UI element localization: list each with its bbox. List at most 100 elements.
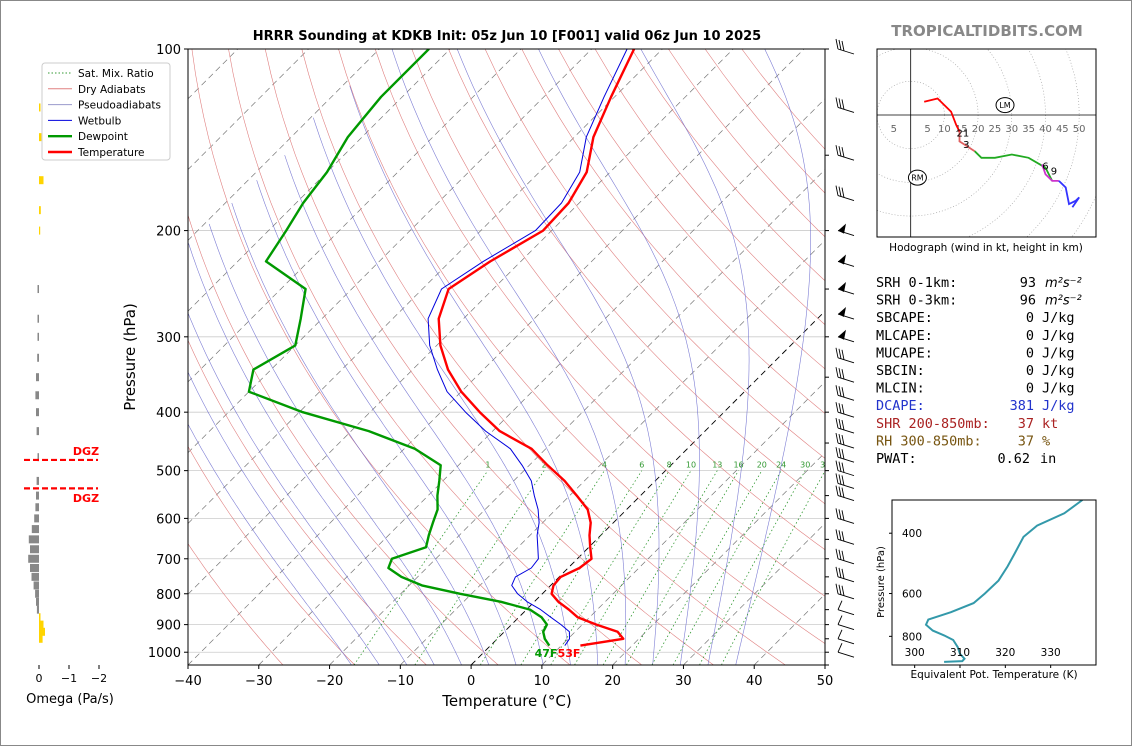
legend-label: Dewpoint	[78, 131, 128, 143]
stat-label: SHR 200-850mb:	[876, 416, 990, 432]
omega-x-tick-label: 0	[36, 672, 43, 685]
x-tick-label: 30	[675, 674, 692, 689]
storm-motion-label: LM	[999, 101, 1010, 110]
x-tick-label: −20	[316, 674, 343, 689]
wind-barb	[836, 97, 854, 112]
hodograph-tick-label: 20	[972, 124, 985, 135]
wind-barb	[836, 367, 854, 382]
omega-bar	[37, 354, 39, 362]
mixing-ratio-label: 16	[733, 461, 743, 470]
stat-unit: m²s⁻²	[1045, 294, 1082, 309]
omega-bar	[37, 427, 39, 435]
x-tick-label: −30	[245, 674, 272, 689]
omega-x-tick-label: −2	[91, 672, 107, 685]
hodograph-height-label: 21	[957, 128, 970, 139]
stat-value: 0	[1026, 363, 1034, 379]
omega-bar	[35, 503, 39, 511]
theta-e-x-tick-label: 330	[1041, 647, 1061, 659]
dry-adiabat-line	[265, 49, 713, 665]
stat-unit: J/kg	[1042, 310, 1075, 326]
stat-unit: %	[1042, 433, 1050, 449]
x-tick-label: 0	[467, 674, 475, 689]
omega-bar	[39, 621, 44, 629]
legend-label: Wetbulb	[78, 115, 122, 127]
wind-barb	[838, 630, 854, 644]
stat-value: 37	[1018, 433, 1034, 449]
omega-bar	[37, 477, 39, 485]
theta-e-x-tick-label: 300	[905, 647, 925, 659]
legend-label: Sat. Mix. Ratio	[78, 68, 154, 80]
wind-barb	[838, 643, 854, 657]
hodograph-height-label: 6	[1042, 161, 1048, 172]
wind-barb	[838, 601, 854, 615]
mixing-ratio-line	[415, 471, 544, 665]
hodograph-frame	[877, 49, 1096, 237]
hodograph-tick-label: 45	[1056, 124, 1069, 135]
stat-label: PWAT:	[876, 451, 917, 467]
omega-x-tick-label: −1	[61, 672, 77, 685]
mixing-ratio-line	[700, 471, 806, 665]
dry-adiabat-line	[155, 49, 498, 665]
omega-bar	[39, 133, 41, 141]
y-tick-label: 1000	[148, 646, 181, 661]
stat-label: SRH 0-1km:	[876, 275, 957, 291]
stat-label: MUCAPE:	[876, 345, 933, 361]
wind-barb	[836, 348, 854, 363]
stat-value: 96	[1020, 293, 1036, 309]
wind-barb	[836, 447, 854, 462]
theta-e-y-axis-label: Pressure (hPa)	[876, 546, 887, 618]
wind-barb	[836, 418, 854, 433]
omega-bar	[39, 227, 40, 235]
wind-barb	[838, 224, 854, 236]
skewt-y-axis-label: Pressure (hPa)	[121, 303, 139, 411]
omega-bar	[38, 315, 40, 323]
pseudoadiabat-line	[392, 49, 626, 665]
omega-bar	[34, 514, 39, 522]
omega-bar	[39, 206, 41, 214]
isotherm-line	[471, 49, 1087, 665]
mixing-ratio-line	[354, 471, 488, 665]
x-tick-label: 10	[534, 674, 551, 689]
chart-title: HRRR Sounding at KDKB Init: 05z Jun 10 […	[253, 29, 761, 44]
omega-bar	[39, 628, 45, 636]
skewt-x-axis-label: Temperature (°C)	[441, 692, 571, 710]
theta-e-y-tick-label: 600	[902, 589, 922, 601]
brand-watermark: TROPICALTIDBITS.COM	[891, 22, 1083, 40]
wind-barb	[836, 402, 854, 417]
omega-bar	[39, 103, 41, 111]
omega-bar	[30, 564, 39, 572]
omega-bar	[34, 581, 39, 589]
pseudoadiabat-line	[135, 299, 352, 665]
y-tick-label: 100	[156, 43, 181, 58]
pseudoadiabat-line	[232, 203, 489, 665]
wind-barb	[838, 254, 854, 266]
theta-e-frame	[892, 500, 1096, 665]
wind-barb	[836, 549, 854, 564]
wind-barb	[836, 461, 854, 476]
theta-e-x-tick-label: 310	[950, 647, 970, 659]
dry-adiabat-line	[375, 49, 929, 665]
theta-e-y-tick-label: 400	[902, 528, 922, 540]
legend-label: Temperature	[77, 147, 145, 159]
x-tick-label: 40	[746, 674, 763, 689]
x-tick-label: 20	[604, 674, 621, 689]
dgz-label: DGZ	[73, 492, 99, 505]
omega-bar	[35, 391, 39, 399]
hodograph-tick-label: 5	[924, 124, 930, 135]
wind-barb	[836, 186, 854, 201]
hodograph-tick-label: 30	[1005, 124, 1018, 135]
stat-value: 0	[1026, 328, 1034, 344]
omega-bar	[36, 408, 39, 416]
stat-label: SBCAPE:	[876, 310, 933, 326]
stat-label: MLCAPE:	[876, 328, 933, 344]
mixing-ratio-line	[673, 471, 781, 665]
hodograph-tick-label: 35	[1022, 124, 1035, 135]
omega-bar	[39, 176, 44, 184]
hodograph-tick-label: 50	[1073, 124, 1086, 135]
stat-unit: J/kg	[1042, 328, 1075, 344]
